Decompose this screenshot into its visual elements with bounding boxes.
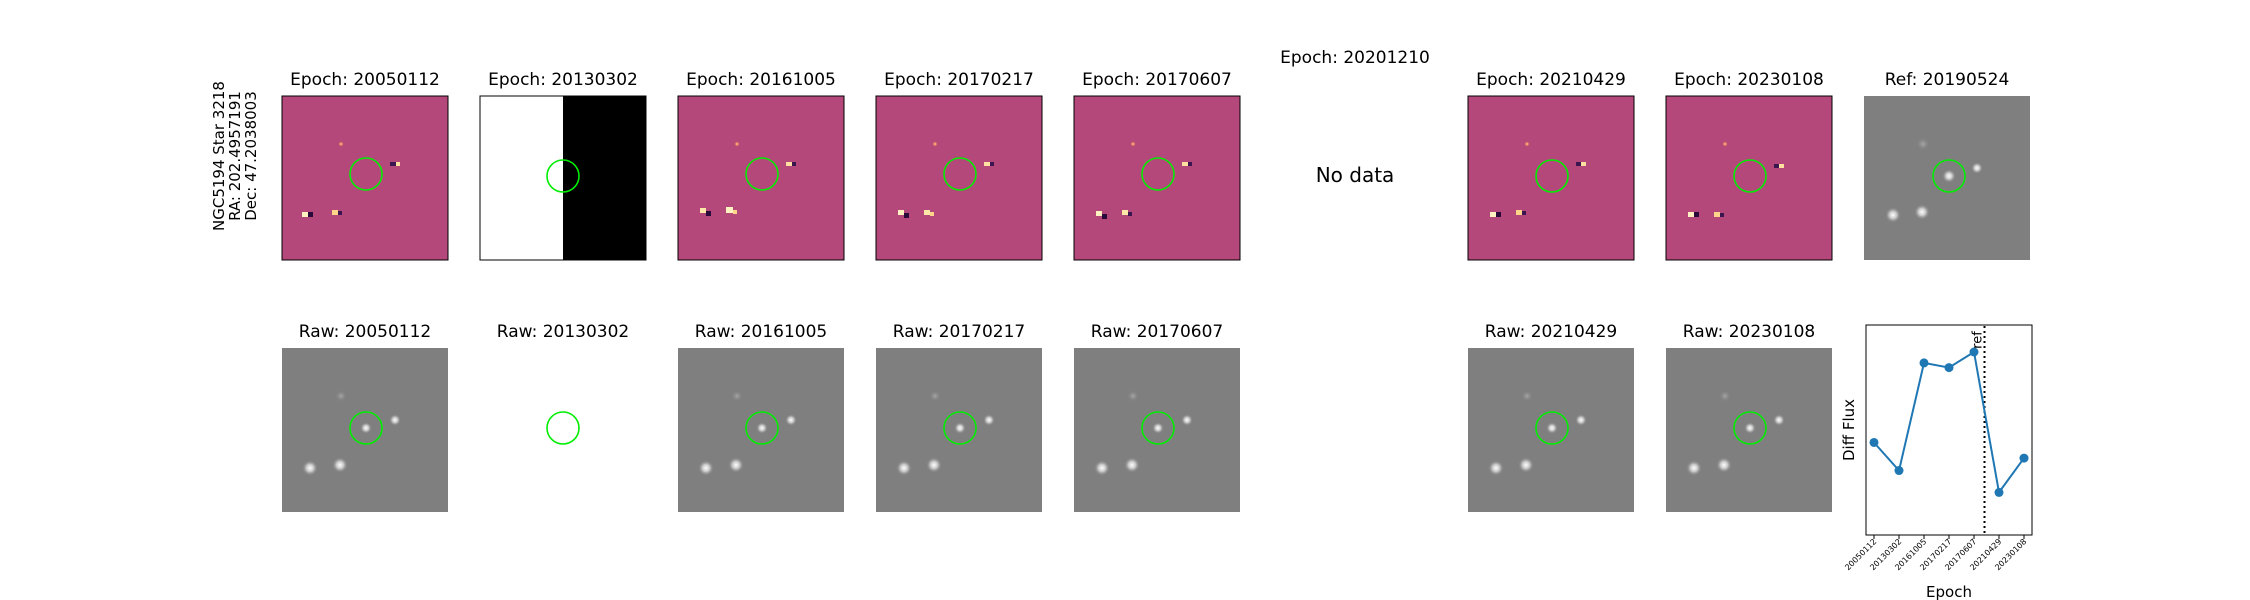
data-point: [1919, 358, 1929, 368]
x-axis-label: Epoch: [1926, 583, 1972, 600]
diff-panel-2: [479, 95, 647, 261]
top-title-ref: Ref: 20190524: [1884, 70, 2010, 90]
ref-panel: [1864, 96, 2030, 260]
chart-frame: [1865, 324, 2033, 536]
data-point: [1944, 363, 1954, 373]
diff-panel-4: [875, 95, 1043, 261]
bottom-title-2: Raw: 20130302: [496, 322, 630, 342]
data-point: [1894, 466, 1904, 476]
bottom-title-5: Raw: 20170607: [1090, 322, 1224, 342]
top-title-2: Epoch: 20130302: [488, 70, 638, 90]
light-curve-chart: ref2005011220130302201610052017021720170…: [1840, 324, 2033, 600]
data-point: [1869, 437, 1879, 447]
top-title-5: Epoch: 20170607: [1082, 70, 1232, 90]
raw-panel-5: [1074, 348, 1240, 512]
bottom-title-6: Raw: 20210429: [1484, 322, 1618, 342]
y-axis-label: Diff Flux: [1840, 399, 1858, 461]
top-title-6: Epoch: 20201210: [1280, 48, 1430, 68]
bottom-title-1: Raw: 20050112: [298, 322, 432, 342]
bottom-title-7: Raw: 20230108: [1682, 322, 1816, 342]
raw-panel-2: [546, 411, 580, 445]
raw-panel-3: [678, 348, 844, 512]
top-title-4: Epoch: 20170217: [884, 70, 1034, 90]
diff-panel-3: [677, 95, 845, 261]
raw-panel-8: [1666, 348, 1832, 512]
data-point: [1969, 347, 1979, 357]
data-point: [2019, 453, 2029, 463]
raw-panel-1: [282, 348, 448, 512]
top-title-8: Epoch: 20230108: [1674, 70, 1824, 90]
raw-panel-4: [876, 348, 1042, 512]
top-title-7: Epoch: 20210429: [1476, 70, 1626, 90]
bottom-title-3: Raw: 20161005: [694, 322, 828, 342]
diff-panel-1: [281, 95, 449, 261]
diff-panel-7: [1467, 95, 1635, 261]
no-data-text: No data: [1315, 163, 1395, 187]
top-title-3: Epoch: 20161005: [686, 70, 836, 90]
diff-panel-8: [1665, 95, 1833, 261]
raw-panel-7: [1468, 348, 1634, 512]
bottom-title-4: Raw: 20170217: [892, 322, 1026, 342]
data-point: [1994, 487, 2004, 497]
ref-line-label: ref: [1971, 331, 1986, 349]
top-title-1: Epoch: 20050112: [290, 70, 440, 90]
diff-panel-5: [1073, 95, 1241, 261]
